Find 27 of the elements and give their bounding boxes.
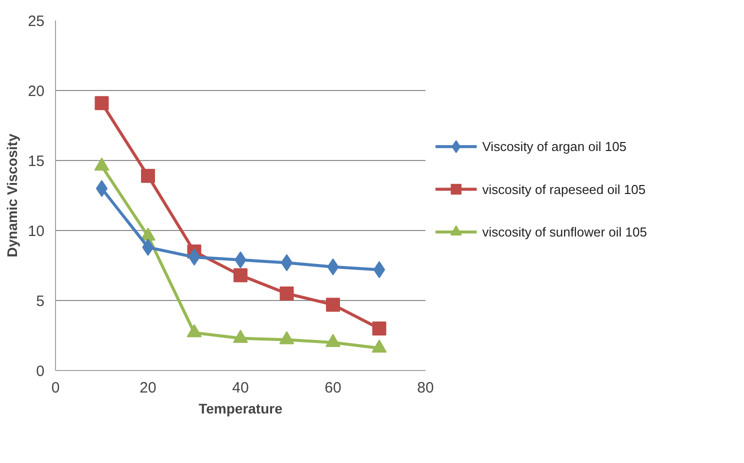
point <box>372 340 387 353</box>
x-axis-title: Temperature <box>198 400 283 416</box>
y-tick-label: 15 <box>28 153 45 170</box>
y-axis-title: Dynamic Viscosity <box>4 134 20 258</box>
point <box>326 298 340 312</box>
legend-label: Viscosity of argan oil 105 <box>482 139 627 154</box>
y-tick-label: 0 <box>36 363 44 380</box>
point <box>188 248 200 266</box>
point <box>372 322 386 336</box>
x-tick-label: 80 <box>417 380 434 396</box>
point <box>96 180 108 197</box>
point <box>280 286 294 300</box>
x-tick-label: 0 <box>51 380 60 396</box>
point <box>234 268 248 282</box>
legend-label: viscosity of rapeseed oil 105 <box>482 182 646 197</box>
y-tick-label: 5 <box>36 293 44 310</box>
x-tick-label: 60 <box>324 380 342 396</box>
point <box>280 254 293 272</box>
x-tick-label: 20 <box>140 380 156 396</box>
y-tick-label: 20 <box>28 83 45 100</box>
legend-label: viscosity of sunflower oil 105 <box>482 224 647 240</box>
x-tick-label: 40 <box>232 380 249 396</box>
point <box>94 96 109 110</box>
y-tick-label: 10 <box>28 223 45 240</box>
point <box>373 261 386 278</box>
point <box>141 168 155 183</box>
y-tick-label: 25 <box>28 13 45 30</box>
